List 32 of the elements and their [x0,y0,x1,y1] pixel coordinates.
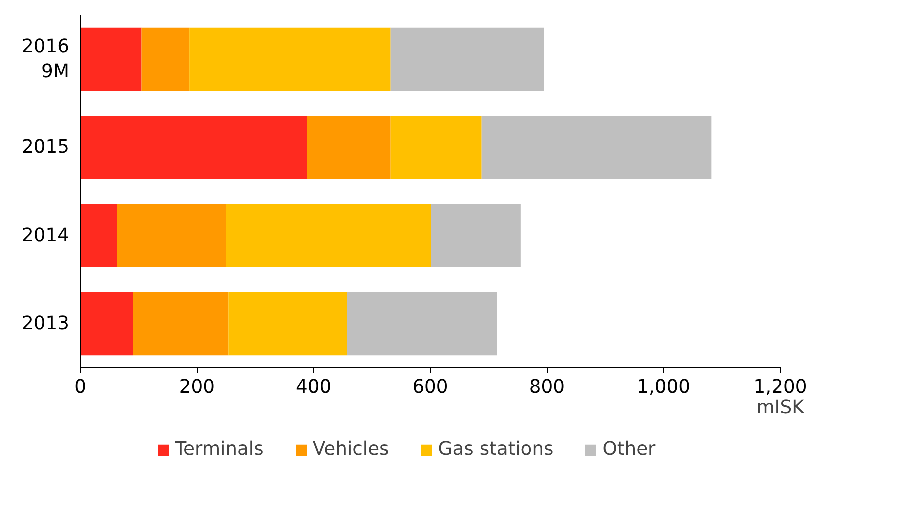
x-tick-label: 1,200 [754,376,808,398]
y-tick-label: 2013 [22,313,70,334]
bar [190,28,391,92]
bar [431,204,521,268]
y-tick-label: 2014 [22,225,70,246]
bar [133,292,229,356]
x-tick-label: 1,000 [637,376,691,398]
bar [307,116,391,180]
bar [228,292,348,356]
x-tick-label: 200 [179,376,215,398]
bar [117,204,226,268]
legend-label: Other [602,439,656,460]
x-axis-title: mISK [756,398,806,418]
bar [80,28,142,92]
bar [482,116,712,180]
bar [390,116,482,180]
y-tick-label: 2016 9M [22,36,70,83]
bar [80,204,118,268]
bar [80,292,133,356]
x-tick-label: 800 [529,376,565,398]
bar [226,204,432,268]
bar [390,28,544,92]
bar [80,116,308,180]
legend-label: Gas stations [438,439,554,460]
bar [142,28,190,92]
legend-label: Vehicles [312,439,390,460]
x-tick-label: 600 [412,376,448,398]
x-tick-label: 400 [296,376,332,398]
bar [347,292,497,356]
y-tick-label: 2015 [22,137,70,158]
x-tick-label: 0 [74,376,86,398]
legend-label: Terminals [175,439,264,460]
